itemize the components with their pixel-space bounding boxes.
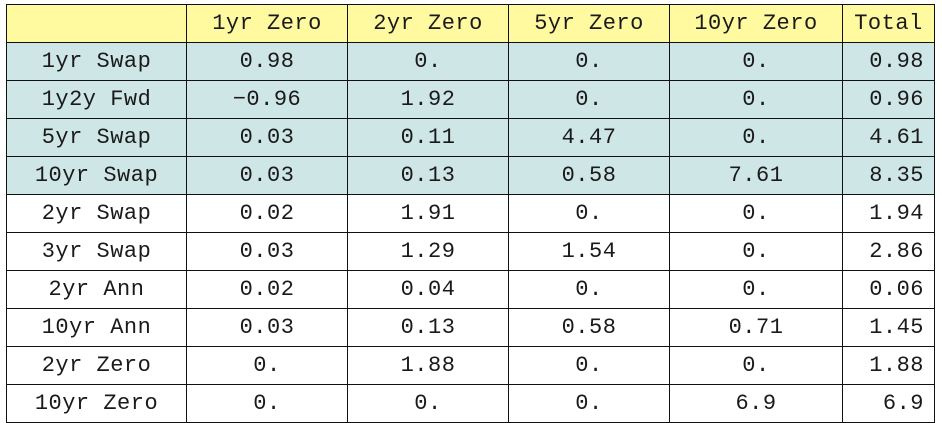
table-cell: 0.71 bbox=[669, 308, 843, 347]
row-label: 2yr Zero bbox=[6, 346, 187, 385]
table-cell: 0. bbox=[669, 42, 843, 81]
table-cell: 0. bbox=[508, 346, 670, 385]
total-cell: 1.88 bbox=[842, 346, 935, 385]
table-cell: 0.04 bbox=[347, 270, 509, 309]
table-cell: 7.61 bbox=[669, 156, 843, 195]
column-header-total: Total bbox=[842, 4, 935, 43]
total-cell: 2.86 bbox=[842, 232, 935, 271]
table-row: 5yr Swap 0.03 0.11 4.47 0. 4.61 bbox=[6, 118, 935, 157]
table-cell: 1.92 bbox=[347, 80, 509, 119]
header-row: 1yr Zero 2yr Zero 5yr Zero 10yr Zero Tot… bbox=[6, 4, 935, 43]
table-cell: 0. bbox=[669, 80, 843, 119]
table-cell: 0.11 bbox=[347, 118, 509, 157]
column-header-2yr-zero: 2yr Zero bbox=[347, 4, 509, 43]
table-row: 2yr Zero 0. 1.88 0. 0. 1.88 bbox=[6, 346, 935, 385]
table-cell: 0.03 bbox=[186, 308, 348, 347]
total-cell: 1.45 bbox=[842, 308, 935, 347]
total-cell: 0.98 bbox=[842, 42, 935, 81]
row-label: 1yr Swap bbox=[6, 42, 187, 81]
column-header-5yr-zero: 5yr Zero bbox=[508, 4, 670, 43]
table-cell: 0.02 bbox=[186, 194, 348, 233]
table-cell: 1.54 bbox=[508, 232, 670, 271]
table-cell: 0. bbox=[508, 384, 670, 423]
table-cell: 0. bbox=[508, 270, 670, 309]
row-label: 2yr Ann bbox=[6, 270, 187, 309]
row-label: 10yr Swap bbox=[6, 156, 187, 195]
table-cell: 1.88 bbox=[347, 346, 509, 385]
total-cell: 0.96 bbox=[842, 80, 935, 119]
table-cell: 0. bbox=[669, 232, 843, 271]
total-cell: 4.61 bbox=[842, 118, 935, 157]
row-label: 3yr Swap bbox=[6, 232, 187, 271]
column-header-10yr-zero: 10yr Zero bbox=[669, 4, 843, 43]
data-table: 1yr Zero 2yr Zero 5yr Zero 10yr Zero Tot… bbox=[6, 4, 935, 423]
row-label: 2yr Swap bbox=[6, 194, 187, 233]
table-cell: 0.03 bbox=[186, 232, 348, 271]
table-row: 2yr Ann 0.02 0.04 0. 0. 0.06 bbox=[6, 270, 935, 309]
row-label: 10yr Ann bbox=[6, 308, 187, 347]
table-cell: 0. bbox=[508, 42, 670, 81]
row-label: 5yr Swap bbox=[6, 118, 187, 157]
table-cell: 0. bbox=[669, 346, 843, 385]
total-cell: 8.35 bbox=[842, 156, 935, 195]
table-cell: 0. bbox=[347, 384, 509, 423]
table-cell: 0.02 bbox=[186, 270, 348, 309]
total-cell: 0.06 bbox=[842, 270, 935, 309]
table-cell: 0. bbox=[669, 194, 843, 233]
table-cell: 6.9 bbox=[669, 384, 843, 423]
row-label: 1y2y Fwd bbox=[6, 80, 187, 119]
table-row: 10yr Swap 0.03 0.13 0.58 7.61 8.35 bbox=[6, 156, 935, 195]
table-row: 1yr Swap 0.98 0. 0. 0. 0.98 bbox=[6, 42, 935, 81]
table-row: 1y2y Fwd −0.96 1.92 0. 0. 0.96 bbox=[6, 80, 935, 119]
column-header-1yr-zero: 1yr Zero bbox=[186, 4, 348, 43]
table-cell: 0. bbox=[508, 80, 670, 119]
table-cell: 0. bbox=[669, 270, 843, 309]
table-cell: 1.29 bbox=[347, 232, 509, 271]
table-cell: 0.58 bbox=[508, 156, 670, 195]
table-row: 3yr Swap 0.03 1.29 1.54 0. 2.86 bbox=[6, 232, 935, 271]
table-cell: 0.03 bbox=[186, 156, 348, 195]
table-cell: 1.91 bbox=[347, 194, 509, 233]
table-cell: 0.13 bbox=[347, 308, 509, 347]
table-row: 10yr Ann 0.03 0.13 0.58 0.71 1.45 bbox=[6, 308, 935, 347]
table-cell: 4.47 bbox=[508, 118, 670, 157]
table-cell: 0. bbox=[186, 384, 348, 423]
table-cell: 0. bbox=[186, 346, 348, 385]
table-cell: 0.03 bbox=[186, 118, 348, 157]
table-cell: −0.96 bbox=[186, 80, 348, 119]
total-cell: 6.9 bbox=[842, 384, 935, 423]
total-cell: 1.94 bbox=[842, 194, 935, 233]
table-row: 10yr Zero 0. 0. 0. 6.9 6.9 bbox=[6, 384, 935, 423]
table-row: 2yr Swap 0.02 1.91 0. 0. 1.94 bbox=[6, 194, 935, 233]
column-header-corner bbox=[6, 4, 187, 43]
table-cell: 0. bbox=[669, 118, 843, 157]
table-cell: 0. bbox=[347, 42, 509, 81]
row-label: 10yr Zero bbox=[6, 384, 187, 423]
table-cell: 0.98 bbox=[186, 42, 348, 81]
table-cell: 0.13 bbox=[347, 156, 509, 195]
table-cell: 0. bbox=[508, 194, 670, 233]
table-cell: 0.58 bbox=[508, 308, 670, 347]
